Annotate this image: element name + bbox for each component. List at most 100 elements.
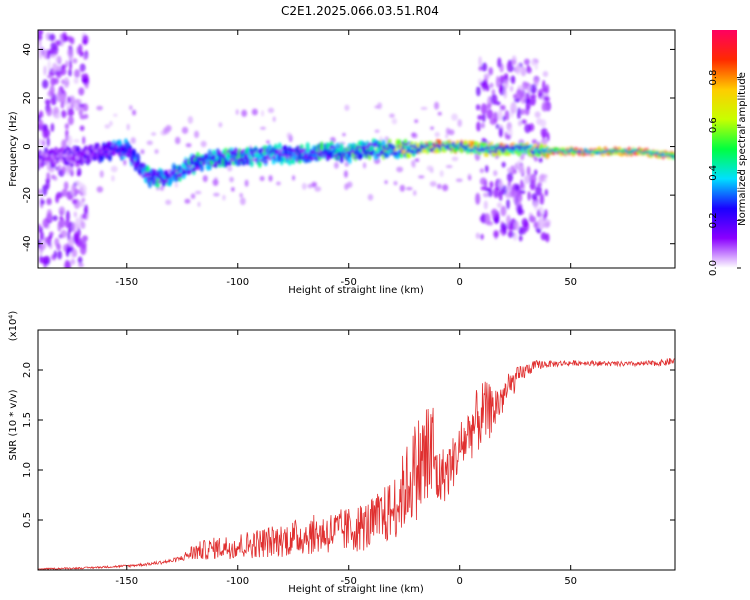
spectrogram-cell — [534, 201, 538, 212]
spectrogram-cell — [82, 235, 88, 242]
spectrogram-cell — [38, 223, 41, 229]
spectrogram-cell — [67, 108, 75, 117]
spectrogram-cell — [513, 168, 517, 174]
spectrogram-cell — [57, 250, 63, 260]
spectrogram-cell — [195, 167, 201, 170]
colorbar-tick-label: 0.6 — [708, 117, 719, 133]
spectrogram-cell — [40, 242, 47, 250]
spectrogram-cell — [79, 106, 84, 118]
spectrogram-cell — [436, 183, 442, 190]
spectrogram-cell — [46, 209, 53, 221]
spectrogram-cell — [539, 174, 545, 183]
spectrogram-cell — [227, 160, 232, 166]
spectrogram-cell — [67, 96, 71, 104]
spectrogram-cell — [73, 211, 78, 218]
spectrogram-cell — [544, 189, 548, 197]
spectrogram-cell — [66, 261, 71, 268]
spectrogram-cell — [539, 193, 545, 206]
spectrogram-cell — [194, 130, 200, 139]
spectrogram-cell — [38, 33, 43, 41]
spectrogram-cell — [481, 62, 488, 72]
spectrogram-cell — [155, 177, 161, 189]
snr-x-tick-label: -50 — [341, 576, 357, 587]
spectrogram-cell — [405, 187, 413, 191]
spectrogram-cell — [292, 175, 296, 181]
spectrogram-cell — [132, 109, 137, 116]
spectrogram-cell — [411, 132, 417, 137]
spectrogram-cell — [165, 199, 172, 205]
spectrogram-cell — [44, 99, 51, 105]
spectrogram-cell — [499, 75, 506, 85]
spectrogram-cell — [517, 120, 522, 127]
spectrogram-cell — [513, 93, 517, 99]
spectrogram-cell — [267, 107, 275, 114]
spectrogram-cell — [391, 118, 398, 125]
spectrogram-cell — [187, 165, 193, 168]
spectrogram-cell — [475, 232, 480, 239]
spectrogram-cell — [74, 69, 81, 78]
spectrogram-cell — [486, 103, 492, 110]
spectrogram-cell — [81, 197, 86, 203]
colorbar-tick-label: 0.0 — [708, 260, 719, 276]
spectrogram-cell — [537, 228, 541, 234]
spectrogram-cell — [113, 113, 118, 117]
spectrogram-cell — [515, 63, 521, 76]
spectrogram-cell — [502, 226, 507, 235]
spectrogram-cell — [61, 188, 68, 197]
spectrogram-frame — [37, 29, 676, 269]
spectrogram-cell — [468, 175, 472, 181]
spectrogram-cell — [49, 148, 55, 157]
spectrogram-cell — [518, 164, 525, 175]
spectrogram-cell — [525, 92, 530, 101]
spectrogram-cell — [59, 215, 63, 220]
spectrogram-cell — [67, 35, 72, 43]
spectrogram-cell — [52, 215, 58, 221]
spectrogram-cell — [384, 136, 389, 140]
spectrogram-cell — [502, 115, 506, 122]
spectrogram-cell — [64, 123, 70, 130]
spectrogram-cell — [506, 214, 511, 227]
spectrogram-cell — [110, 165, 118, 173]
spectrogram-cell — [505, 192, 511, 198]
spectrogram-cell — [150, 132, 157, 136]
spectrogram-cell — [80, 184, 87, 194]
spectrogram-cell — [60, 102, 65, 109]
spectrogram-cell — [121, 153, 127, 157]
spectrogram-cell — [426, 165, 434, 172]
spectrogram-cell — [343, 170, 348, 178]
spectrogram-cell — [39, 230, 44, 241]
spectrogram-cell — [140, 149, 145, 155]
spectrogram-cell — [514, 183, 520, 191]
spectrogram-cell — [63, 244, 67, 252]
spectrogram-cell — [130, 137, 136, 144]
spectrogram-cell — [483, 213, 491, 225]
spectrogram-y-ticks: -40 -20 0 20 40 — [22, 43, 675, 252]
spectrogram-cell — [64, 219, 70, 229]
spectrogram-cell — [493, 170, 498, 177]
spectrogram-cell — [58, 206, 66, 216]
spectrogram-cell — [46, 197, 52, 206]
spectrogram-cell — [260, 126, 266, 130]
spectrogram-cell — [78, 103, 85, 108]
spectrogram-cell — [46, 49, 51, 60]
spectrogram-cell — [46, 106, 53, 117]
spectrogram-cell — [541, 101, 549, 111]
spectrogram-cell — [78, 87, 85, 96]
spectrogram-cell — [49, 85, 55, 97]
spectrogram-cell — [420, 106, 428, 110]
spectrogram-cell — [480, 122, 485, 129]
spectrogram-cell — [187, 115, 194, 124]
spectrogram-cell — [73, 233, 78, 243]
spectrogram-cell — [68, 59, 73, 71]
spectrogram-cell — [181, 126, 189, 134]
colorbar-ticks: 0.0 0.2 0.4 0.6 0.8 — [708, 70, 741, 276]
spectrogram-cell — [151, 169, 157, 175]
spectrogram-cell — [506, 134, 511, 140]
spectrogram-cell — [445, 127, 451, 135]
spectrogram-cell — [199, 164, 204, 172]
spectrogram-cell — [227, 166, 233, 172]
spectrogram-cell — [501, 161, 506, 168]
snr-frame — [37, 329, 676, 571]
spectrogram-cell — [499, 104, 506, 111]
snr-x-tick-label: -100 — [226, 576, 249, 587]
